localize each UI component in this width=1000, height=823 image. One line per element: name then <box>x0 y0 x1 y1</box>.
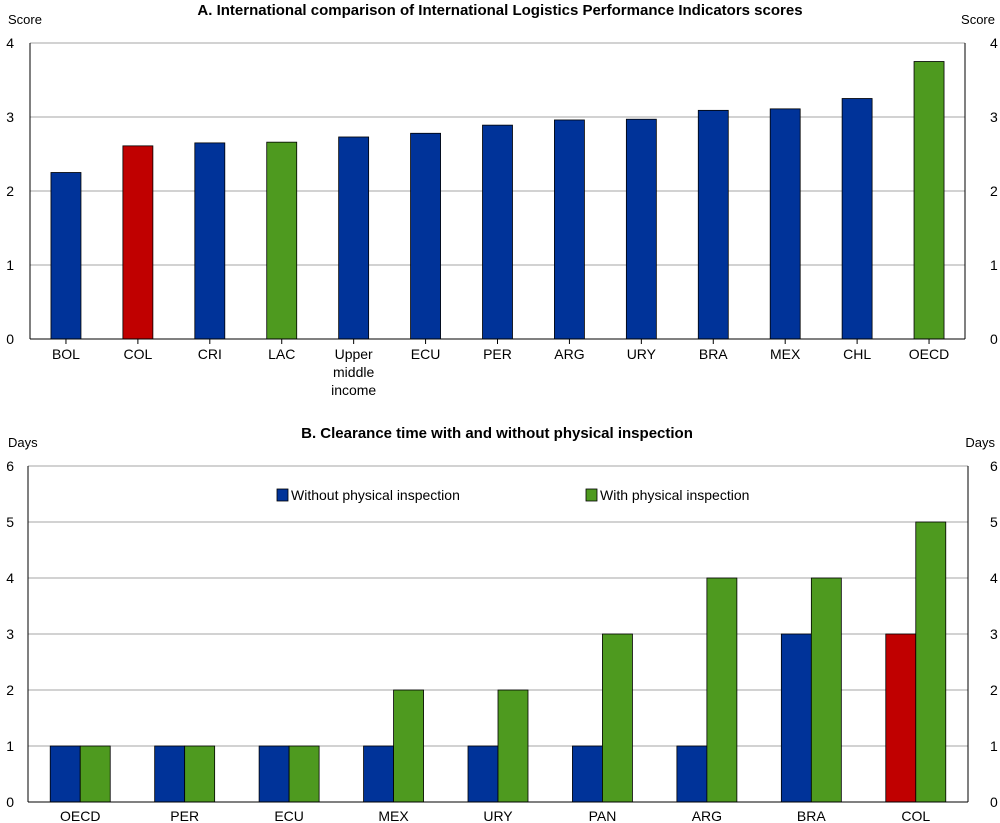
legend-label-with-inspection: With physical inspection <box>600 487 749 503</box>
panel-b-bar-bra-with-physical-inspection <box>810 577 842 803</box>
panel-a-category-label-bra: BRA <box>699 346 728 362</box>
panel-b-tick-labels: 0 0 1 1 2 2 3 3 4 4 5 5 6 6 <box>6 458 998 810</box>
legend-swatch-with-inspection <box>585 488 598 502</box>
panel-b-category-label-oecd: OECD <box>60 808 100 823</box>
panel-b-category-label-ecu: ECU <box>274 808 304 823</box>
panel-a-category-label-chl: CHL <box>843 346 871 362</box>
panel-b-bar-pan-with-physical-inspection <box>602 633 633 803</box>
panel-b-bar-ury-without-physical-inspection <box>467 745 499 803</box>
panel-a-left-tick-label: 0 <box>6 331 14 347</box>
panel-a-right-tick-label: 2 <box>990 183 998 199</box>
panel-a-bar-arg <box>554 119 585 340</box>
panel-b-category-labels: OECD PER ECU MEX URY PAN ARG BRA COL <box>60 808 930 823</box>
panel-a-category-label-lac: LAC <box>268 346 295 362</box>
panel-b-left-tick-label: 3 <box>6 626 14 642</box>
panel-a-bar-mex <box>769 108 801 340</box>
panel-a-bar-chl <box>841 98 873 340</box>
panel-a-category-label-ecu: ECU <box>411 346 441 362</box>
panel-b-left-tick-label: 5 <box>6 514 14 530</box>
panel-b-left-tick-label: 0 <box>6 794 14 810</box>
panel-b-bar-oecd-with-physical-inspection <box>79 745 111 803</box>
panel-a-left-tick-label: 3 <box>6 109 14 125</box>
panel-a-bar-lac <box>266 141 298 340</box>
panel-b-left-tick-label: 2 <box>6 682 14 698</box>
panel-b-axes <box>27 466 969 803</box>
panel-a-left-tick-label: 2 <box>6 183 14 199</box>
panel-b-right-axis-unit: Days <box>965 435 995 450</box>
panel-a-title: A. International comparison of Internati… <box>197 2 802 19</box>
panel-a-category-label-oecd: OECD <box>909 346 949 362</box>
panel-b-right-tick-label: 5 <box>990 514 998 530</box>
panel-a-category-label-upper-middle-income: Upper middle income <box>331 346 376 398</box>
panel-a-bar-ecu <box>410 132 441 340</box>
panel-b-category-label-per: PER <box>170 808 199 823</box>
panel-a-category-label-bol: BOL <box>52 346 80 362</box>
panel-b-right-tick-label: 3 <box>990 626 998 642</box>
panel-a-right-tick-label: 0 <box>990 331 998 347</box>
panel-b-left-tick-label: 1 <box>6 738 14 754</box>
panel-b-bar-col-with-physical-inspection <box>915 521 947 803</box>
panel-b-left-axis-unit: Days <box>8 435 38 450</box>
panel-b-title: B. Clearance time with and without physi… <box>301 425 693 442</box>
panel-b-legend: Without physical inspection With physica… <box>276 487 749 503</box>
panel-b-right-tick-label: 0 <box>990 794 998 810</box>
panel-a-chart: A. International comparison of Internati… <box>6 2 998 398</box>
panel-b-bar-pan-without-physical-inspection <box>572 745 603 803</box>
panel-b-left-tick-label: 6 <box>6 458 14 474</box>
panel-b-bar-arg-with-physical-inspection <box>706 577 738 803</box>
panel-a-category-label-cri: CRI <box>198 346 222 362</box>
panel-b-bar-per-without-physical-inspection <box>154 745 186 803</box>
panel-b-bar-mex-with-physical-inspection <box>393 689 424 803</box>
panel-b-category-label-arg: ARG <box>692 808 722 823</box>
panel-a-category-labels: BOL COL CRI LAC Upper middle income ECU PER ARG UR… <box>52 346 949 398</box>
panel-b-left-tick-label: 4 <box>6 570 14 586</box>
panel-b-bar-mex-without-physical-inspection <box>363 745 394 803</box>
panel-b-bar-arg-without-physical-inspection <box>676 745 708 803</box>
panel-b-right-tick-label: 6 <box>990 458 998 474</box>
panel-a-tick-labels: 0 0 1 1 2 2 3 3 4 4 <box>6 35 998 347</box>
panel-b-category-label-bra: BRA <box>797 808 826 823</box>
panel-a-axes <box>29 43 966 344</box>
panel-b-chart: B. Clearance time with and without physi… <box>6 425 998 823</box>
legend-swatch-without-inspection <box>276 488 289 502</box>
panel-a-category-label-ury: URY <box>627 346 657 362</box>
panel-b-bars <box>49 521 947 803</box>
panel-a-right-tick-label: 4 <box>990 35 998 51</box>
panel-b-category-label-pan: PAN <box>589 808 617 823</box>
panel-b-bar-per-with-physical-inspection <box>184 745 216 803</box>
panel-b-bar-ecu-without-physical-inspection <box>258 745 290 803</box>
panel-a-right-tick-label: 3 <box>990 109 998 125</box>
panel-b-bar-oecd-without-physical-inspection <box>49 745 81 803</box>
panel-b-right-tick-label: 4 <box>990 570 998 586</box>
panel-a-category-label-per: PER <box>483 346 512 362</box>
panel-a-category-label-col: COL <box>123 346 152 362</box>
panel-a-left-tick-label: 4 <box>6 35 14 51</box>
panel-b-right-tick-label: 1 <box>990 738 998 754</box>
panel-b-category-label-col: COL <box>901 808 930 823</box>
panel-a-category-label-mex: MEX <box>770 346 801 362</box>
panel-b-right-tick-label: 2 <box>990 682 998 698</box>
panel-b-bar-col-without-physical-inspection <box>885 633 917 803</box>
panel-a-bar-col <box>122 145 154 340</box>
panel-a-category-label-arg: ARG <box>554 346 584 362</box>
panel-b-bar-bra-without-physical-inspection <box>780 633 812 803</box>
panel-a-bar-oecd <box>913 61 945 340</box>
panel-b-bar-ury-with-physical-inspection <box>497 689 529 803</box>
legend-label-without-inspection: Without physical inspection <box>291 487 460 503</box>
panel-a-left-tick-label: 1 <box>6 257 14 273</box>
panel-a-bar-cri <box>194 142 226 340</box>
panel-a-bar-per <box>482 124 513 340</box>
panel-a-right-axis-unit: Score <box>961 12 995 27</box>
panel-a-bar-ury <box>625 118 657 340</box>
panel-a-bars <box>50 61 945 340</box>
panel-a-bar-bol <box>50 172 82 340</box>
panel-b-category-label-ury: URY <box>483 808 513 823</box>
panel-a-bar-upper-middle-income <box>338 136 370 340</box>
panel-b-category-label-mex: MEX <box>378 808 409 823</box>
panel-b-bar-ecu-with-physical-inspection <box>288 745 320 803</box>
panel-a-left-axis-unit: Score <box>8 12 42 27</box>
panel-a-bar-bra <box>697 109 729 340</box>
panel-a-right-tick-label: 1 <box>990 257 998 273</box>
